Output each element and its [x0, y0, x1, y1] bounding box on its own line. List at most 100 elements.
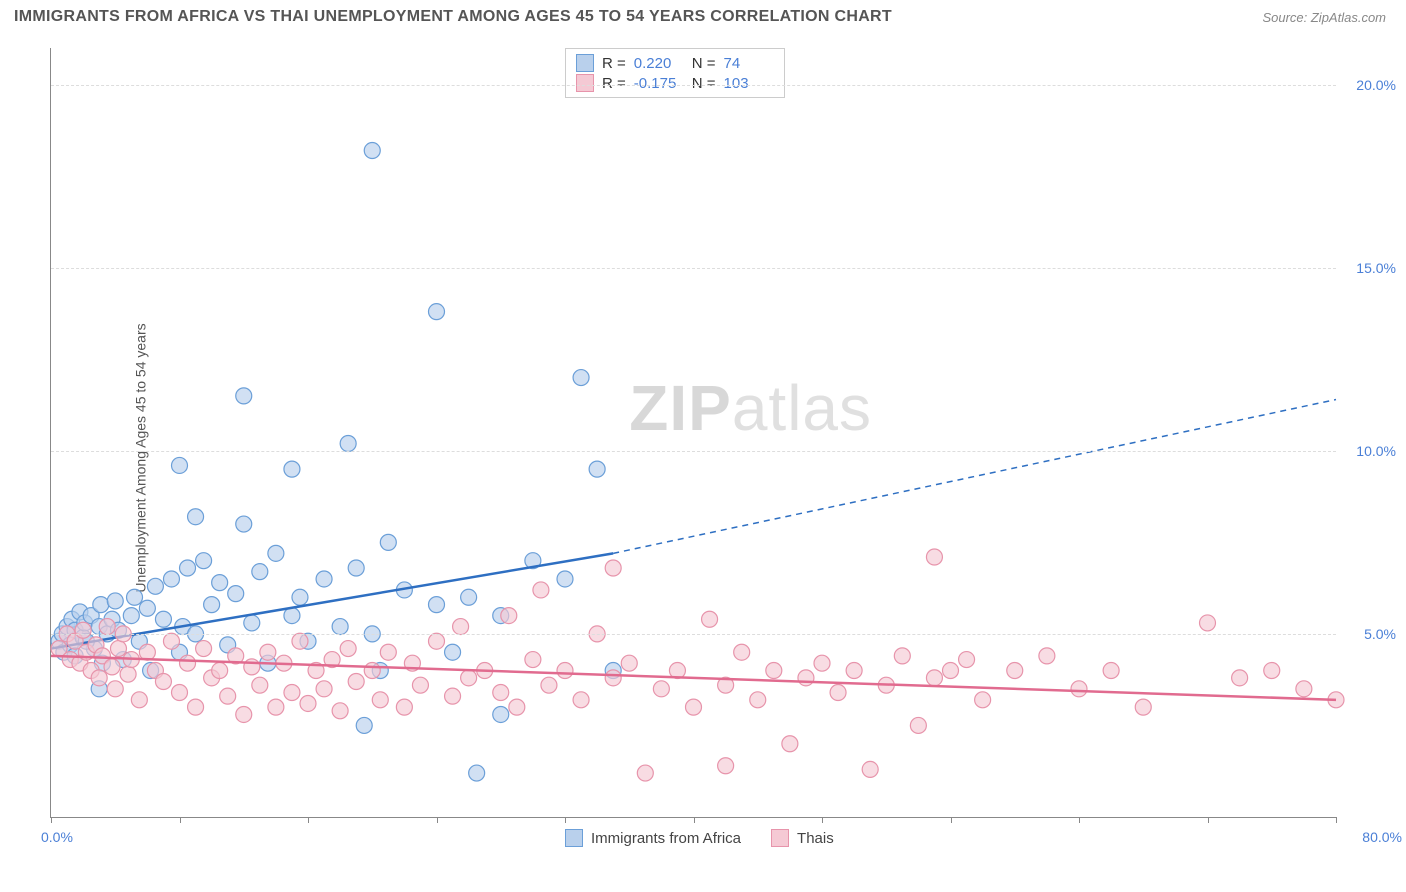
- y-tick-label: 20.0%: [1356, 77, 1396, 93]
- scatter-point: [943, 663, 959, 679]
- scatter-point: [196, 641, 212, 657]
- x-axis-origin-label: 0.0%: [41, 829, 73, 845]
- scatter-point: [292, 633, 308, 649]
- scatter-point: [93, 597, 109, 613]
- chart-container: Unemployment Among Ages 45 to 54 years Z…: [0, 38, 1406, 878]
- scatter-point: [123, 608, 139, 624]
- legend-row-series2: R = -0.175 N = 103: [576, 73, 774, 93]
- series-legend: Immigrants from Africa Thais: [565, 829, 834, 847]
- scatter-point: [525, 652, 541, 668]
- scatter-point: [292, 589, 308, 605]
- scatter-point: [1007, 663, 1023, 679]
- x-tick: [437, 817, 438, 823]
- n-value-series1: 74: [724, 55, 774, 72]
- scatter-point: [493, 706, 509, 722]
- scatter-point: [429, 597, 445, 613]
- gridline: [51, 634, 1336, 635]
- scatter-point: [340, 641, 356, 657]
- scatter-point: [348, 674, 364, 690]
- plot-area: ZIPatlas R = 0.220 N = 74 R = -0.175 N =…: [50, 48, 1336, 818]
- scatter-point: [107, 593, 123, 609]
- scatter-point: [830, 684, 846, 700]
- scatter-point: [533, 582, 549, 598]
- scatter-point: [926, 670, 942, 686]
- trend-line: [51, 656, 1336, 700]
- scatter-point: [236, 706, 252, 722]
- scatter-point: [734, 644, 750, 660]
- scatter-point: [284, 461, 300, 477]
- scatter-point: [718, 758, 734, 774]
- y-tick-label: 15.0%: [1356, 260, 1396, 276]
- scatter-point: [284, 608, 300, 624]
- scatter-point: [356, 717, 372, 733]
- scatter-point: [268, 699, 284, 715]
- scatter-point: [212, 663, 228, 679]
- scatter-point: [1103, 663, 1119, 679]
- y-tick-label: 5.0%: [1364, 626, 1396, 642]
- scatter-point: [155, 611, 171, 627]
- scatter-point: [926, 549, 942, 565]
- x-tick: [822, 817, 823, 823]
- scatter-point: [244, 659, 260, 675]
- scatter-point: [364, 663, 380, 679]
- scatter-point: [461, 670, 477, 686]
- scatter-point: [605, 670, 621, 686]
- x-tick: [51, 817, 52, 823]
- scatter-point: [509, 699, 525, 715]
- scatter-point: [372, 692, 388, 708]
- scatter-point: [429, 304, 445, 320]
- trend-line-dashed: [613, 400, 1336, 554]
- r-value-series1: 0.220: [634, 55, 684, 72]
- scatter-point: [228, 586, 244, 602]
- scatter-point: [244, 615, 260, 631]
- scatter-point: [573, 370, 589, 386]
- scatter-plot-svg: [51, 48, 1336, 817]
- scatter-point: [501, 608, 517, 624]
- scatter-point: [493, 684, 509, 700]
- x-tick: [308, 817, 309, 823]
- scatter-point: [147, 578, 163, 594]
- scatter-point: [605, 560, 621, 576]
- scatter-point: [268, 545, 284, 561]
- scatter-point: [252, 677, 268, 693]
- n-value-series2: 103: [724, 75, 774, 92]
- scatter-point: [252, 564, 268, 580]
- scatter-point: [782, 736, 798, 752]
- x-tick: [1208, 817, 1209, 823]
- scatter-point: [702, 611, 718, 627]
- scatter-point: [220, 688, 236, 704]
- scatter-point: [894, 648, 910, 664]
- scatter-point: [1264, 663, 1280, 679]
- scatter-point: [589, 461, 605, 477]
- n-label: N =: [692, 75, 716, 92]
- x-tick: [180, 817, 181, 823]
- scatter-point: [120, 666, 136, 682]
- x-tick: [565, 817, 566, 823]
- r-label: R =: [602, 55, 626, 72]
- scatter-point: [236, 388, 252, 404]
- r-value-series2: -0.175: [634, 75, 684, 92]
- correlation-legend: R = 0.220 N = 74 R = -0.175 N = 103: [565, 48, 785, 98]
- scatter-point: [557, 571, 573, 587]
- chart-header: IMMIGRANTS FROM AFRICA VS THAI UNEMPLOYM…: [0, 0, 1406, 38]
- legend-item-series1: Immigrants from Africa: [565, 829, 741, 847]
- scatter-point: [573, 692, 589, 708]
- scatter-point: [180, 655, 196, 671]
- scatter-point: [196, 553, 212, 569]
- scatter-point: [557, 663, 573, 679]
- scatter-point: [975, 692, 991, 708]
- n-label: N =: [692, 55, 716, 72]
- scatter-point: [127, 589, 143, 605]
- scatter-point: [139, 600, 155, 616]
- legend-label-series2: Thais: [797, 830, 834, 847]
- scatter-point: [686, 699, 702, 715]
- scatter-point: [172, 457, 188, 473]
- scatter-point: [637, 765, 653, 781]
- scatter-point: [1296, 681, 1312, 697]
- scatter-point: [348, 560, 364, 576]
- scatter-point: [380, 534, 396, 550]
- scatter-point: [75, 622, 91, 638]
- scatter-point: [621, 655, 637, 671]
- x-tick: [1336, 817, 1337, 823]
- scatter-point: [766, 663, 782, 679]
